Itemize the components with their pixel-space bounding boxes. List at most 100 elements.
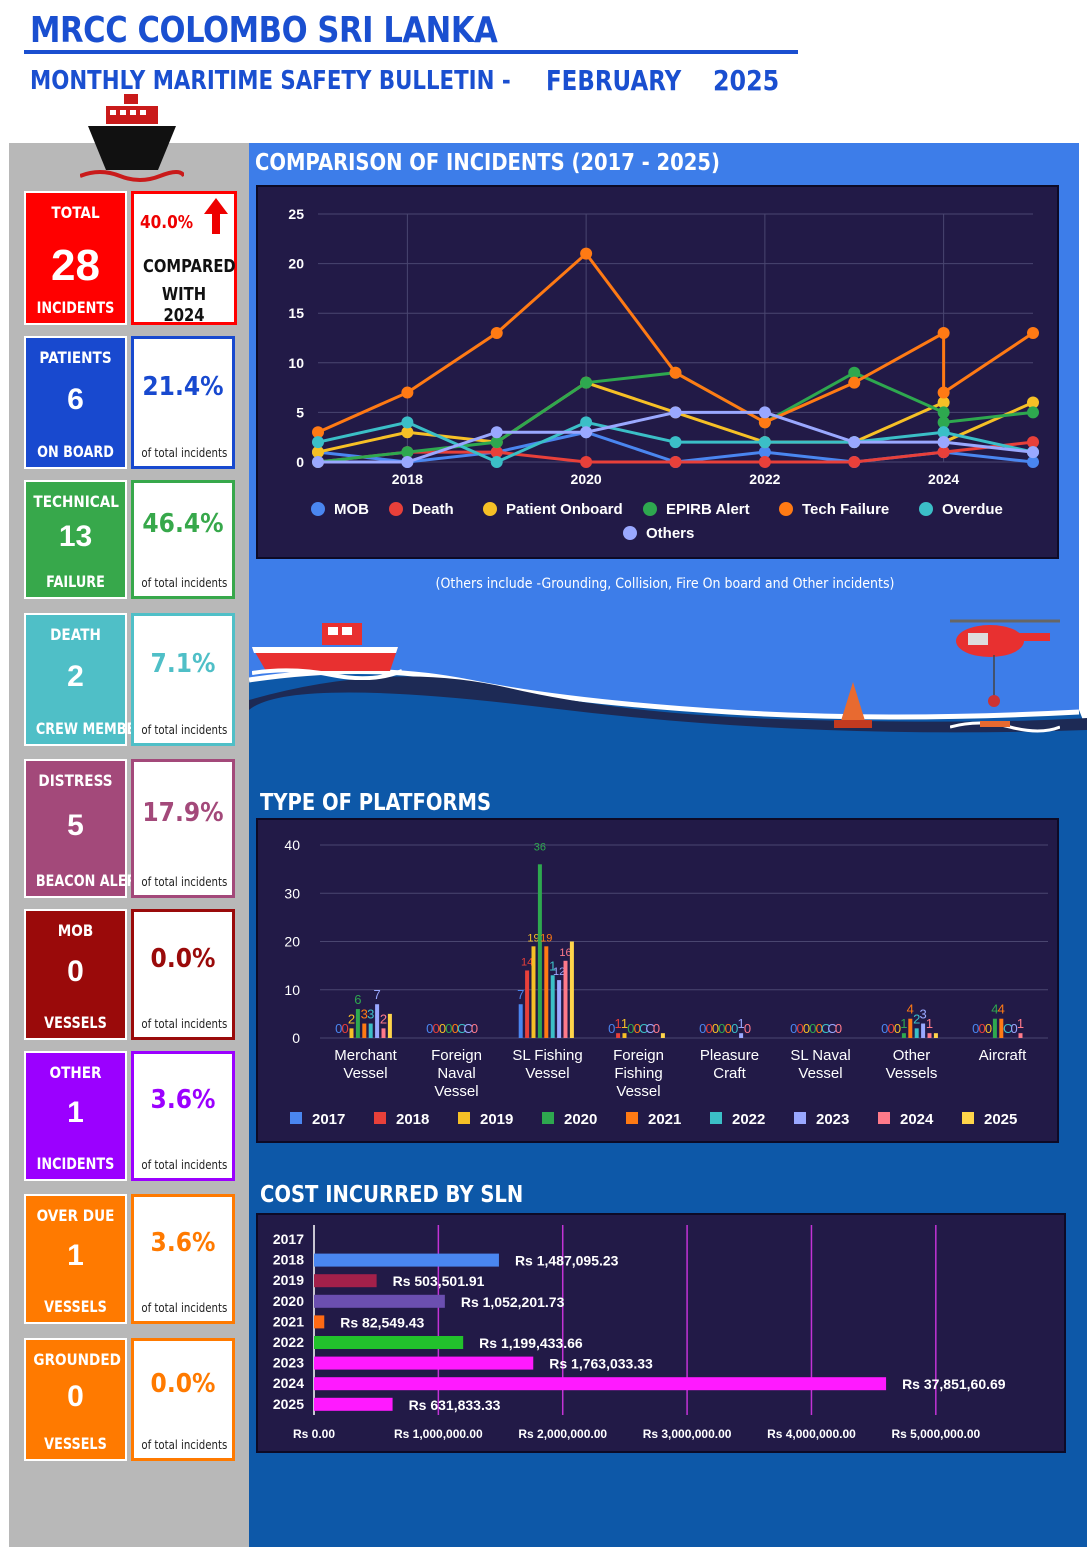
legend-label: Patient Onboard xyxy=(506,501,623,518)
bar-value-label: 0 xyxy=(699,1021,706,1036)
data-point xyxy=(758,456,771,468)
x-tick-label: 2018 xyxy=(392,471,423,487)
platforms-chart-title: TYPE OF PLATFORMS xyxy=(260,790,492,816)
technical-percent-card: 46.4% of total incidents xyxy=(131,480,235,599)
y-tick-label: 30 xyxy=(284,885,300,901)
bar xyxy=(933,1033,938,1038)
data-point xyxy=(580,376,593,389)
card-top-label: GROUNDED xyxy=(33,1350,121,1369)
data-point xyxy=(580,416,593,429)
card-percent: 46.4% xyxy=(142,508,224,539)
bar-value-label: 12 xyxy=(553,966,565,978)
x-tick-label: Rs 2,000,000.00 xyxy=(518,1427,607,1441)
bar xyxy=(660,1033,665,1038)
data-point xyxy=(580,456,593,468)
bar xyxy=(563,960,568,1038)
card-percent-label: of total incidents xyxy=(141,1438,228,1452)
legend-label: Death xyxy=(412,501,454,518)
data-point xyxy=(669,366,682,379)
grounded-percent-card: 0.0% of total incidents xyxy=(131,1338,235,1461)
data-point xyxy=(937,406,950,419)
ship-icon xyxy=(80,94,184,182)
bar-value-label: 4 xyxy=(991,1002,998,1017)
data-point xyxy=(401,426,414,439)
category-label: 2017 xyxy=(273,1231,304,1247)
bar-value-label: 2 xyxy=(348,1011,355,1026)
helicopter-icon xyxy=(950,619,1060,733)
legend-marker xyxy=(290,1112,302,1124)
data-point xyxy=(401,416,414,429)
bar xyxy=(518,1004,523,1038)
bar-value-label: 0 xyxy=(712,1021,719,1036)
bar-value-label: 0 xyxy=(978,1021,985,1036)
data-point xyxy=(669,436,682,449)
card-top-label: OTHER xyxy=(49,1063,102,1082)
card-top-label: TECHNICAL xyxy=(33,492,119,511)
bar-value-label: 0 xyxy=(731,1021,738,1036)
bar xyxy=(537,864,542,1038)
bar-value-label: 0 xyxy=(809,1021,816,1036)
legend-label: 2019 xyxy=(480,1111,513,1128)
bar-value-label: 0 xyxy=(341,1021,348,1036)
legend-marker xyxy=(919,502,933,516)
data-point xyxy=(401,456,414,468)
data-point xyxy=(758,416,771,429)
death-card: DEATH 2 CREW MEMBER xyxy=(24,613,146,746)
bar-value-label: 0 xyxy=(972,1021,979,1036)
card-top-label: PATIENTS xyxy=(39,348,112,367)
data-point xyxy=(1027,406,1039,419)
data-point xyxy=(490,426,503,439)
category-label: Merchant xyxy=(334,1047,397,1064)
category-label: Naval xyxy=(437,1065,475,1082)
incidents-line-chart: 0 5 10 15 20 25 2018 2020 2022 2024 MOB Death Patien… xyxy=(256,185,1059,559)
bar-value-label: Rs 82,549.43 xyxy=(340,1314,424,1330)
y-tick-label: 5 xyxy=(296,404,304,420)
bar xyxy=(616,1033,621,1038)
data-point xyxy=(937,386,950,399)
change-percent: 40.0% xyxy=(140,212,194,233)
y-tick-label: 10 xyxy=(284,982,300,998)
card-bottom-label: CREW MEMBER xyxy=(35,719,146,738)
data-point xyxy=(937,426,950,439)
bar-value-label: 0 xyxy=(653,1021,660,1036)
bar-value-label: 1 xyxy=(621,1016,628,1031)
bar xyxy=(531,946,536,1038)
bar xyxy=(569,941,574,1038)
data-point xyxy=(848,436,861,449)
others-note: (Others include -Grounding, Collision, F… xyxy=(435,576,895,592)
bar-value-label: C xyxy=(1003,1021,1012,1036)
x-tick-label: 2020 xyxy=(571,471,602,487)
card-value: 13 xyxy=(58,519,93,553)
bar-value-label: 0 xyxy=(887,1021,894,1036)
distress-card: DISTRESS 5 BEACON ALERT xyxy=(24,759,145,898)
bar-value-label: 2 xyxy=(380,1011,387,1026)
card-top-label: MOB xyxy=(57,921,94,940)
bar-value-label: 0 xyxy=(1010,1021,1017,1036)
category-label: 2022 xyxy=(273,1334,304,1350)
bar-value-label: Rs 631,833.33 xyxy=(409,1397,501,1413)
legend-label: 2018 xyxy=(396,1111,429,1128)
x-tick-label: 2022 xyxy=(749,471,780,487)
data-point xyxy=(1027,327,1039,340)
bar xyxy=(999,1018,1004,1038)
category-label: Vessel xyxy=(798,1065,842,1082)
bar xyxy=(557,980,562,1038)
bar-value-label: C xyxy=(463,1021,472,1036)
data-point xyxy=(401,386,414,399)
data-point xyxy=(937,327,950,340)
data-point xyxy=(1027,436,1039,449)
legend-marker xyxy=(389,502,403,516)
bar-value-label: 0 xyxy=(452,1021,459,1036)
card-top-label: DEATH xyxy=(50,625,101,644)
bar-value-label: 0 xyxy=(608,1021,615,1036)
card-top-label: DISTRESS xyxy=(38,771,113,790)
bar-value-label: 7 xyxy=(517,987,524,1002)
category-label: Vessel xyxy=(434,1083,478,1100)
bar-value-label: 19 xyxy=(540,932,552,944)
card-percent-label: of total incidents xyxy=(141,446,228,460)
bulletin-month: FEBRUARY xyxy=(546,64,682,97)
card-value: 6 xyxy=(67,382,84,416)
card-top-label: OVER DUE xyxy=(36,1206,115,1225)
bar-value-label: 1 xyxy=(737,1016,744,1031)
bar xyxy=(362,1023,367,1038)
